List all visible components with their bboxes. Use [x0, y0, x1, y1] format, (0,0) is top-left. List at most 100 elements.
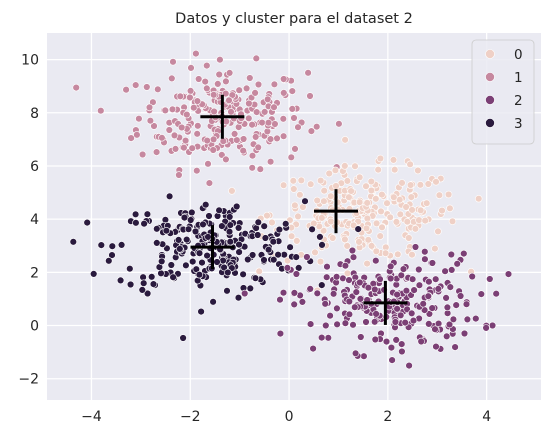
y-tick-label: 6 — [30, 159, 39, 175]
point-cluster-0 — [377, 207, 385, 216]
point-cluster-0 — [268, 218, 276, 227]
point-cluster-1 — [279, 115, 287, 123]
point-cluster-1 — [205, 179, 214, 187]
point-cluster-0 — [421, 216, 429, 225]
point-cluster-1 — [122, 85, 130, 94]
point-cluster-3 — [233, 202, 241, 211]
point-cluster-0 — [424, 180, 432, 188]
point-cluster-2 — [318, 333, 326, 342]
point-cluster-1 — [245, 99, 253, 108]
point-cluster-3 — [269, 238, 277, 246]
point-cluster-3 — [226, 221, 235, 229]
point-cluster-1 — [181, 136, 190, 145]
chart-title: Datos y cluster para el dataset 2 — [175, 11, 413, 27]
point-cluster-1 — [214, 80, 222, 88]
point-cluster-0 — [294, 212, 302, 221]
point-cluster-0 — [347, 187, 355, 195]
point-cluster-1 — [203, 84, 211, 93]
point-cluster-2 — [323, 263, 331, 271]
point-cluster-1 — [178, 123, 186, 132]
legend: 0 1 2 3 — [471, 39, 535, 145]
point-cluster-3 — [202, 201, 210, 209]
x-tick-labels: −4 −2 0 2 4 — [81, 409, 491, 425]
point-cluster-3 — [275, 225, 284, 234]
point-cluster-2 — [408, 275, 417, 283]
point-cluster-1 — [168, 74, 176, 83]
point-cluster-1 — [176, 92, 185, 101]
point-cluster-2 — [408, 309, 416, 317]
point-cluster-2 — [321, 300, 329, 308]
x-tick-label: −2 — [180, 409, 201, 425]
point-cluster-2 — [322, 321, 330, 330]
point-cluster-0 — [325, 169, 333, 178]
point-cluster-2 — [434, 285, 442, 293]
point-cluster-3 — [138, 286, 147, 294]
point-cluster-0 — [297, 176, 305, 185]
point-cluster-3 — [187, 216, 195, 224]
point-cluster-0 — [372, 247, 380, 256]
point-cluster-3 — [183, 235, 191, 244]
point-cluster-0 — [390, 193, 398, 201]
point-cluster-3 — [318, 241, 326, 249]
point-cluster-2 — [364, 284, 373, 292]
point-cluster-1 — [165, 126, 174, 134]
point-cluster-1 — [252, 54, 260, 63]
point-cluster-3 — [162, 227, 171, 235]
point-cluster-3 — [69, 238, 78, 246]
point-cluster-2 — [445, 320, 454, 329]
point-cluster-2 — [448, 266, 456, 274]
point-cluster-1 — [146, 116, 155, 125]
x-tick-label: 0 — [285, 409, 294, 425]
point-cluster-3 — [148, 273, 156, 281]
point-cluster-3 — [292, 253, 300, 261]
point-cluster-2 — [419, 300, 427, 308]
point-cluster-2 — [349, 321, 357, 329]
point-cluster-1 — [291, 145, 299, 153]
point-cluster-0 — [363, 199, 371, 207]
point-cluster-0 — [320, 187, 328, 195]
point-cluster-2 — [388, 356, 396, 364]
point-cluster-1 — [254, 143, 262, 152]
point-cluster-3 — [126, 280, 135, 289]
point-cluster-1 — [203, 136, 211, 145]
point-cluster-1 — [183, 110, 191, 119]
point-cluster-0 — [431, 244, 439, 253]
point-cluster-0 — [311, 248, 319, 257]
centroid-marker — [363, 280, 408, 325]
point-cluster-2 — [290, 300, 298, 309]
point-cluster-3 — [254, 231, 262, 239]
point-cluster-2 — [463, 315, 472, 324]
point-cluster-3 — [197, 307, 205, 316]
point-cluster-1 — [252, 133, 260, 141]
point-cluster-2 — [443, 332, 451, 340]
point-cluster-2 — [298, 298, 307, 306]
y-tick-label: 10 — [21, 53, 39, 69]
point-cluster-1 — [254, 80, 263, 89]
point-cluster-0 — [341, 136, 349, 144]
point-cluster-3 — [205, 212, 213, 220]
point-cluster-1 — [335, 120, 343, 128]
point-cluster-0 — [356, 173, 364, 182]
point-cluster-0 — [435, 191, 444, 199]
point-cluster-2 — [323, 273, 331, 281]
point-cluster-2 — [398, 347, 406, 356]
point-cluster-2 — [403, 305, 411, 313]
point-cluster-1 — [307, 127, 316, 135]
point-cluster-2 — [303, 253, 311, 261]
point-cluster-0 — [317, 176, 325, 185]
point-cluster-2 — [401, 318, 409, 327]
point-cluster-3 — [215, 206, 223, 215]
point-cluster-2 — [446, 283, 454, 291]
point-cluster-1 — [193, 130, 201, 138]
point-cluster-0 — [279, 181, 288, 189]
point-cluster-1 — [280, 75, 288, 83]
point-cluster-2 — [421, 248, 429, 256]
point-cluster-2 — [290, 289, 299, 297]
point-cluster-3 — [260, 222, 268, 230]
point-cluster-0 — [255, 267, 263, 275]
point-cluster-2 — [348, 246, 357, 255]
point-cluster-3 — [295, 264, 303, 272]
point-cluster-3 — [261, 234, 270, 242]
point-cluster-3 — [280, 251, 288, 259]
data-points — [69, 49, 513, 370]
